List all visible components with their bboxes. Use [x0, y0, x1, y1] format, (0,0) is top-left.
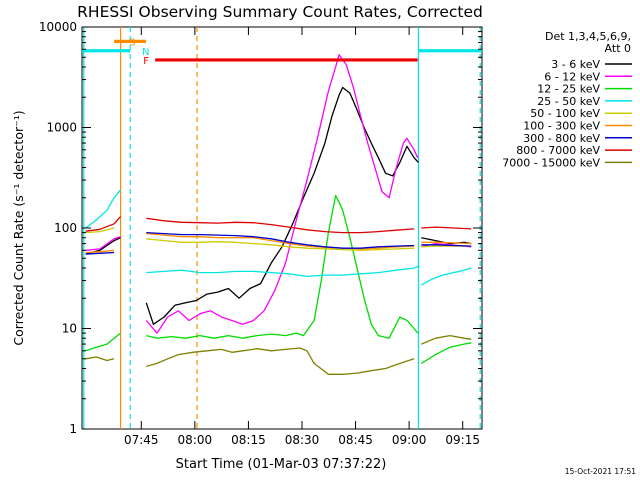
x-tick-label: 09:15 [445, 433, 480, 447]
state-bar-label: N [142, 47, 149, 58]
legend-label: 3 - 6 keV [551, 58, 600, 71]
series-line-3-6-kev [85, 86, 472, 325]
series-line-6-12-kev [85, 54, 472, 334]
series-line-7000-15000-kev [85, 334, 472, 375]
chart-title: RHESSI Observing Summary Count Rates, Co… [77, 3, 483, 21]
legend-label: 800 - 7000 keV [516, 144, 600, 157]
legend-header-detectors: Det 1,3,4,5,6,9, [545, 30, 631, 43]
state-bar-label: S [129, 37, 135, 48]
annotation-bars: SFN [82, 37, 482, 67]
series-group [85, 54, 472, 375]
y-axis-label: Corrected Count Rate (s⁻¹ detector⁻¹) [11, 110, 26, 345]
series-line-100-300-kev [85, 232, 472, 254]
x-tick-label: 09:00 [392, 433, 427, 447]
axes-group: 1 10 100 1000 10000 07:45 08:00 08:15 08:30 08:45… [39, 20, 482, 447]
y-tick-label: 1000 [46, 121, 77, 135]
series-line-300-800-kev [85, 231, 472, 255]
legend-label: 300 - 800 keV [523, 132, 600, 145]
legend-label: 25 - 50 keV [537, 95, 600, 108]
x-tick-label: 08:00 [178, 433, 213, 447]
x-tick-label: 08:45 [338, 433, 373, 447]
x-tick-label: 08:30 [285, 433, 320, 447]
y-tick-label: 100 [54, 221, 77, 235]
legend-label: 12 - 25 keV [537, 83, 600, 96]
state-bar-label: F [143, 56, 149, 67]
series-line-800-7000-kev [85, 216, 472, 234]
series-line-12-25-kev [85, 194, 472, 364]
y-tick-label: 10000 [39, 20, 77, 34]
legend-header-attenuator: Att 0 [605, 42, 631, 55]
legend-label: 50 - 100 keV [530, 107, 600, 120]
legend-label: 6 - 12 keV [544, 70, 600, 83]
legend-label: 7000 - 15000 keV [502, 156, 600, 169]
y-tick-label: 10 [62, 322, 77, 336]
series-line-25-50-kev [85, 189, 472, 286]
series-line-50-100-kev [85, 227, 472, 251]
time-markers [83, 27, 481, 429]
legend-label: 100 - 300 keV [523, 120, 600, 133]
x-tick-label: 07:45 [124, 433, 159, 447]
x-axis-label: Start Time (01-Mar-03 07:37:22) [176, 457, 387, 472]
x-tick-label: 08:15 [231, 433, 266, 447]
footer-date: 15-Oct-2021 17:51 [565, 467, 636, 476]
y-tick-label: 1 [69, 422, 77, 436]
